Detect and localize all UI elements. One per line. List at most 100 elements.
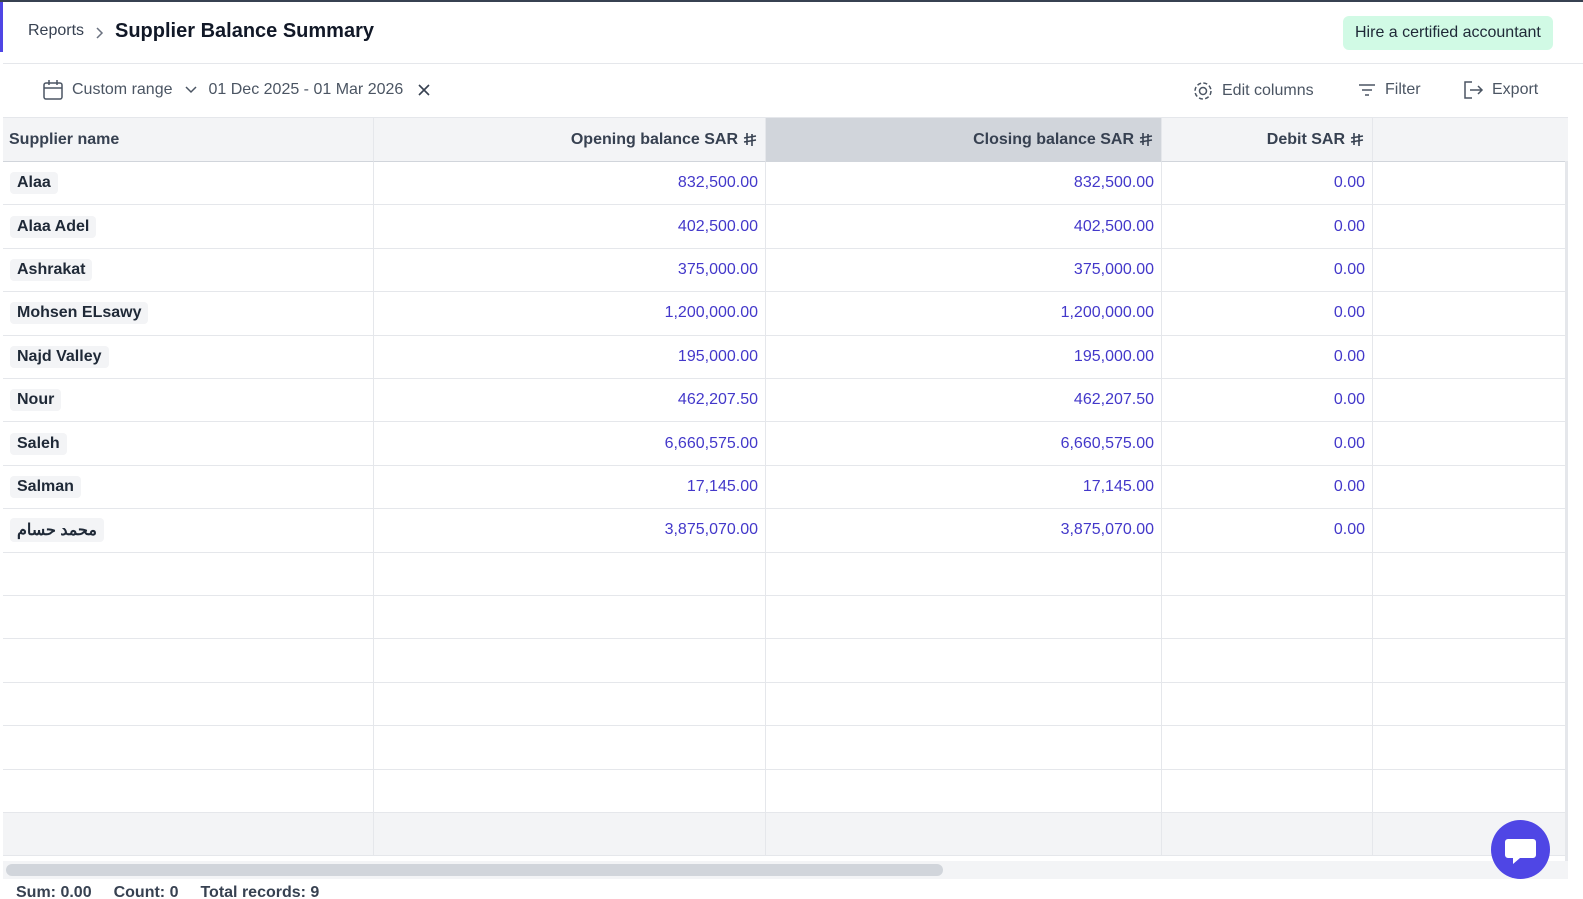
empty-cell <box>766 639 1162 683</box>
amount-cell: 0.00 <box>1162 248 1373 293</box>
empty-cell <box>1162 726 1373 770</box>
empty-cell <box>1373 639 1568 683</box>
empty-cell <box>1162 639 1373 683</box>
supplier-name[interactable]: محمد حسام <box>10 518 104 543</box>
date-range: 01 Dec 2025 - 01 Mar 2026 <box>208 81 404 98</box>
amount-cell: 6,660,575.00 <box>766 422 1162 466</box>
amount-cell: 832,500.00 <box>766 162 1162 206</box>
name-cell: Saleh <box>3 422 374 466</box>
empty-cell <box>374 726 766 770</box>
empty-cell <box>3 769 374 813</box>
empty-cell <box>1373 726 1568 770</box>
name-cell: Nour <box>3 379 374 423</box>
supplier-name[interactable]: Mohsen ELsawy <box>10 302 149 325</box>
amount-cell: 1,200,000.00 <box>374 292 766 336</box>
chat-button[interactable] <box>1491 820 1550 879</box>
column-header[interactable]: Debit SAR <box>1162 118 1373 162</box>
amount-cell: 375,000.00 <box>766 248 1162 293</box>
column-title: Closing balance SAR <box>973 130 1134 148</box>
name-cell: Najd Valley <box>3 335 374 379</box>
empty-cell <box>1373 336 1568 379</box>
range-label: Custom range <box>72 81 173 98</box>
page-title: Supplier Balance Summary <box>115 20 374 42</box>
amount-cell: 375,000.00 <box>374 248 766 293</box>
empty-cell <box>1373 466 1568 510</box>
chevron <box>96 27 104 39</box>
h-scroll-thumb[interactable] <box>6 864 943 876</box>
supplier-name[interactable]: Saleh <box>10 432 67 455</box>
filter-label: Filter <box>1385 81 1421 98</box>
edit-columns[interactable]: Edit columns <box>1192 80 1314 102</box>
empty-cell <box>374 639 766 683</box>
riyal-icon <box>743 132 757 146</box>
column-title: Debit SAR <box>1266 130 1345 148</box>
amount-cell: 0.00 <box>1162 465 1373 510</box>
empty-cell <box>766 769 1162 813</box>
riyal-icon <box>1139 132 1153 146</box>
calendar-icon <box>43 80 63 100</box>
amount-cell: 832,500.00 <box>374 162 766 206</box>
status-item: Total records: 9 <box>200 884 320 899</box>
filter-icon <box>1359 84 1375 96</box>
empty-cell <box>374 813 766 857</box>
empty-cell <box>766 682 1162 727</box>
gear-icon <box>1194 82 1212 100</box>
empty-cell <box>374 682 766 727</box>
amount-cell: 0.00 <box>1162 422 1373 466</box>
column-header[interactable]: Supplier name <box>3 118 374 162</box>
amount-cell: 402,500.00 <box>766 205 1162 249</box>
empty-cell <box>1373 162 1568 206</box>
export[interactable]: Export <box>1462 80 1538 100</box>
divider <box>3 63 1583 64</box>
clear-icon[interactable] <box>411 83 435 97</box>
supplier-name[interactable]: Nour <box>10 389 62 412</box>
amount-cell: 1,200,000.00 <box>766 292 1162 336</box>
export-label: Export <box>1492 81 1539 98</box>
column-header <box>1373 118 1568 162</box>
status-bar: Sum: 0.00 Count: 0 Total records: 9 <box>16 884 319 899</box>
dropdown-icon <box>184 86 197 94</box>
empty-cell <box>1373 553 1568 596</box>
empty-cell <box>1373 509 1568 553</box>
empty-cell <box>374 769 766 813</box>
amount-cell: 3,875,070.00 <box>766 509 1162 553</box>
breadcrumb-link[interactable]: Reports <box>28 22 85 39</box>
supplier-name[interactable]: Najd Valley <box>10 345 109 368</box>
empty-cell <box>1162 813 1373 857</box>
empty-cell <box>766 726 1162 770</box>
export-icon <box>1464 81 1484 99</box>
empty-cell <box>1162 552 1373 596</box>
empty-cell <box>3 682 374 727</box>
range-select[interactable]: Custom range 01 Dec 2025 - 01 Mar 2026 <box>42 79 435 101</box>
empty-cell <box>766 813 1162 857</box>
amount-cell: 0.00 <box>1162 335 1373 379</box>
v-scrollbar <box>1565 161 1568 861</box>
status-item: Count: 0 <box>113 884 179 899</box>
amount-cell: 0.00 <box>1162 292 1373 336</box>
amount-cell: 0.00 <box>1162 509 1373 553</box>
filter[interactable]: Filter <box>1357 80 1421 100</box>
table: Supplier name Opening balance SAR Closing … <box>3 117 1568 862</box>
empty-cell <box>1373 292 1568 336</box>
empty-cell <box>3 552 374 596</box>
empty-cell <box>3 813 374 857</box>
empty-cell <box>374 552 766 596</box>
empty-cell <box>3 726 374 770</box>
supplier-name[interactable]: Alaa Adel <box>10 215 97 238</box>
supplier-name[interactable]: Alaa <box>10 172 58 195</box>
amount-cell: 462,207.50 <box>766 379 1162 423</box>
amount-cell: 402,500.00 <box>374 205 766 249</box>
name-cell: Mohsen ELsawy <box>3 292 374 336</box>
supplier-name[interactable]: Ashrakat <box>10 258 93 281</box>
empty-cell <box>3 596 374 640</box>
empty-cell <box>766 552 1162 596</box>
hire-button[interactable]: Hire a certified accountant <box>1343 16 1553 50</box>
name-cell: محمد حسام <box>3 509 374 553</box>
column-header[interactable]: Closing balance SAR <box>766 118 1162 162</box>
empty-cell <box>1373 379 1568 423</box>
column-title: Opening balance SAR <box>570 130 738 148</box>
column-header[interactable]: Opening balance SAR <box>374 118 766 162</box>
amount-cell: 17,145.00 <box>766 465 1162 510</box>
supplier-name[interactable]: Salman <box>10 475 81 498</box>
